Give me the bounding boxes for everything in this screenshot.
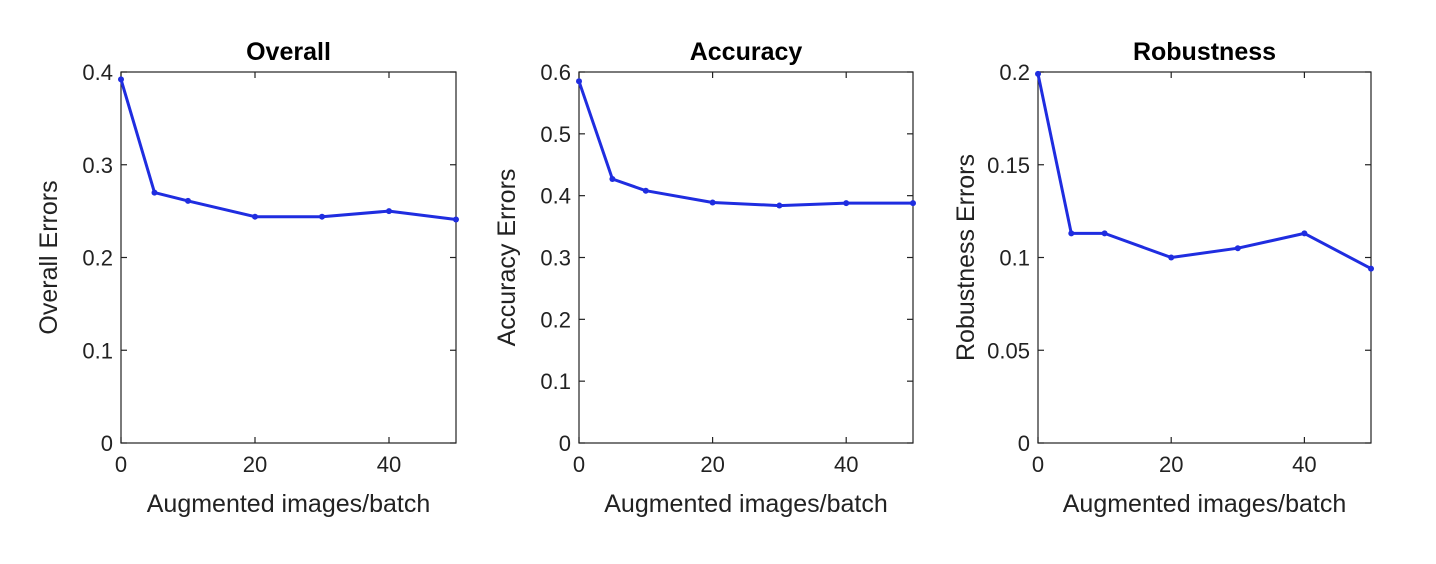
data-point	[1101, 230, 1108, 237]
y-tick-label: 0	[101, 431, 113, 456]
x-tick-label: 0	[115, 452, 127, 477]
chart-robustness: Robustness 0 0.05 0.1 0.15 0.2 0 20 40 Augmented …	[952, 38, 1374, 518]
data-point	[185, 197, 191, 204]
y-tick-label: 0.15	[987, 153, 1030, 178]
series-line	[119, 78, 457, 221]
data-point	[1301, 230, 1308, 237]
x-axis-label: Augmented images/batch	[147, 490, 431, 518]
x-axis-label: Augmented images/batch	[1063, 490, 1347, 518]
y-tick-label: 0.1	[82, 338, 113, 363]
data-point	[118, 76, 124, 83]
data-point	[910, 200, 916, 207]
y-axis-label: Overall Errors	[35, 180, 63, 334]
data-point	[1068, 230, 1075, 237]
chart-title: Robustness	[1133, 38, 1276, 66]
series-line	[577, 80, 913, 208]
chart-overall: Overall 0 0.1 0.2 0.3 0.4 0 20 40 Augmented image…	[35, 38, 459, 518]
y-axis-label: Robustness Errors	[952, 154, 980, 361]
data-point	[252, 213, 258, 220]
series-line	[1036, 73, 1372, 270]
x-tick-label: 40	[377, 452, 401, 477]
y-tick-label: 0.6	[540, 60, 571, 85]
data-point	[453, 216, 459, 223]
data-point	[1234, 245, 1241, 252]
chart-title: Overall	[246, 38, 331, 66]
data-point	[386, 208, 392, 215]
y-tick-label: 0.05	[987, 338, 1030, 363]
plot-frame	[1037, 71, 1372, 444]
chart-title: Accuracy	[690, 38, 803, 66]
data-point	[1368, 265, 1374, 272]
y-tick-label: 0.1	[999, 246, 1030, 271]
x-tick-label: 20	[243, 452, 267, 477]
x-tick-label: 0	[1032, 452, 1044, 477]
y-tick-label: 0.3	[82, 153, 113, 178]
y-tick-label: 0.1	[540, 369, 571, 394]
data-point	[576, 78, 582, 85]
data-point	[151, 189, 158, 196]
x-tick-label: 20	[700, 452, 724, 477]
y-tick-label: 0.4	[82, 60, 113, 85]
y-tick-label: 0.5	[540, 122, 571, 147]
y-tick-label: 0	[559, 431, 571, 456]
x-axis-label: Augmented images/batch	[604, 490, 888, 518]
y-tick-label: 0.3	[540, 246, 571, 271]
data-point	[843, 200, 850, 207]
data-point	[609, 175, 616, 182]
y-tick-label: 0.4	[540, 184, 571, 209]
plot-frame	[120, 71, 457, 444]
x-tick-label: 40	[834, 452, 858, 477]
y-tick-label: 0.2	[82, 246, 113, 271]
x-tick-label: 40	[1292, 452, 1316, 477]
y-tick-label: 0.2	[999, 60, 1030, 85]
x-tick-label: 20	[1159, 452, 1183, 477]
y-tick-label: 0	[1018, 431, 1030, 456]
plot-frame	[578, 71, 914, 444]
data-point	[709, 199, 716, 206]
data-point	[1168, 254, 1175, 261]
data-point	[776, 202, 783, 209]
data-point	[642, 187, 649, 194]
x-tick-label: 0	[573, 452, 585, 477]
chart-accuracy: Accuracy 0 0.1 0.2 0.3 0.4 0.5 0.6 0 20 40 Augmente…	[493, 38, 916, 518]
y-axis-label: Accuracy Errors	[493, 169, 521, 347]
data-point	[319, 213, 325, 220]
data-point	[1035, 70, 1041, 77]
y-tick-label: 0.2	[540, 307, 571, 332]
